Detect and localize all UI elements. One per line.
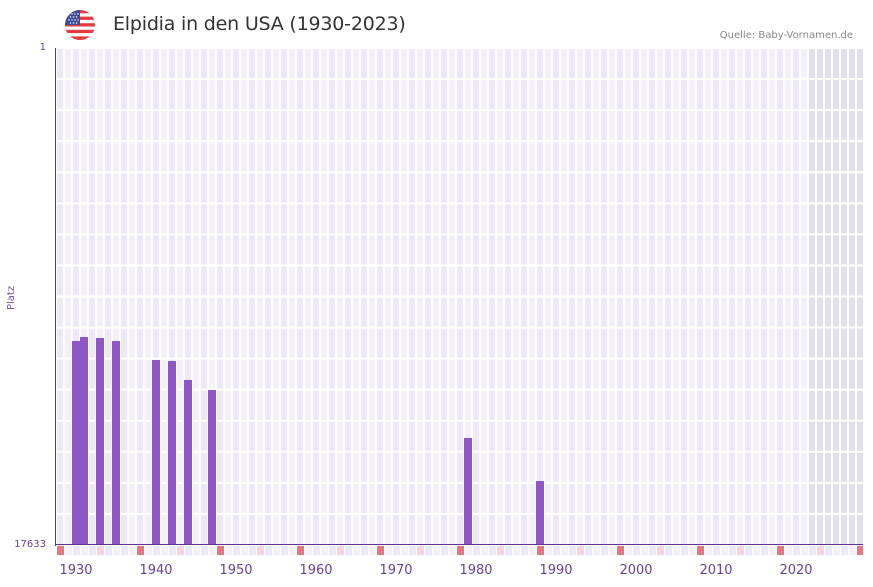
x-tick-1970: 1970 [379,563,413,578]
bar-1944[interactable] [184,379,192,545]
x-tick-1980: 1980 [459,563,493,578]
x-tick-1930: 1930 [59,563,93,578]
bar-1988[interactable] [536,480,544,545]
y-tick-top: 1 [39,42,46,53]
bar-1931[interactable] [80,336,88,545]
bar-1930[interactable] [72,340,80,545]
source-credit: Quelle: Baby-Vornamen.de [719,30,853,41]
y-tick-bottom: 17633 [14,539,46,550]
bar-1935[interactable] [112,340,120,545]
bar-1979[interactable] [464,437,472,545]
x-tick-1950: 1950 [219,563,253,578]
x-tick-2000: 2000 [619,563,653,578]
y-axis-line [55,48,56,546]
bar-1947[interactable] [208,389,216,545]
x-tick-2010: 2010 [699,563,733,578]
x-tick-2020: 2020 [779,563,813,578]
x-axis-line [55,544,863,545]
bar-1942[interactable] [168,360,176,545]
x-tick-1940: 1940 [139,563,173,578]
x-tick-1960: 1960 [299,563,333,578]
bar-1933[interactable] [96,337,104,545]
chart-title: Elpidia in den USA (1930-2023) [113,13,406,35]
x-tick-1990: 1990 [539,563,573,578]
us-flag-icon [65,10,95,40]
year-marker-row [57,546,863,555]
bar-1940[interactable] [152,359,160,545]
chart-plot-area [57,49,863,545]
y-axis-title: Platz [6,285,17,310]
